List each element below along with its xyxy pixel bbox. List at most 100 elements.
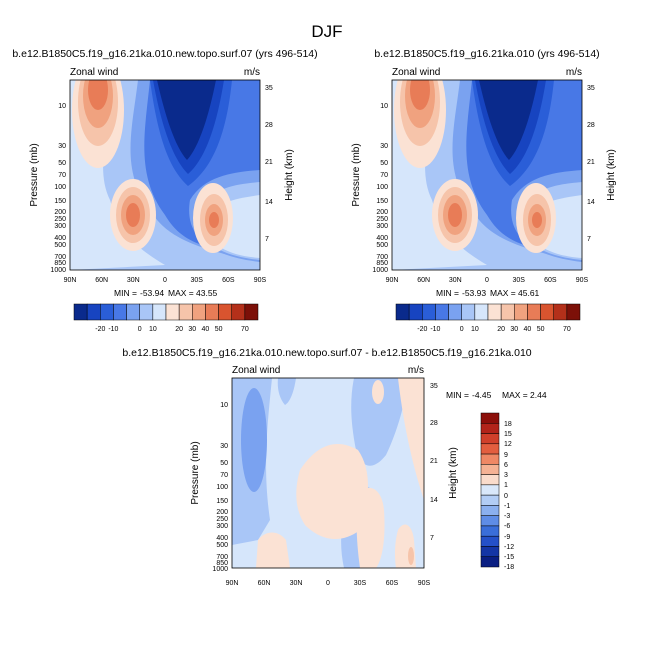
colorbar-swatch: [395, 303, 410, 321]
colorbar-swatch: [480, 453, 500, 465]
height-tick-label: 28: [587, 122, 595, 129]
colorbar-label: 50: [215, 326, 223, 333]
colorbar-label: 50: [537, 326, 545, 333]
max-value: 43.55: [196, 288, 218, 298]
panel-3-frame: [231, 377, 425, 569]
colorbar-swatch: [448, 303, 462, 321]
y-tick-label: 30: [220, 443, 228, 450]
colorbar-label: 6: [504, 462, 508, 469]
y-tick-label: 300: [216, 523, 228, 530]
colorbar-swatch: [480, 412, 500, 424]
colorbar-swatch: [422, 303, 436, 321]
colorbar-swatch: [480, 494, 500, 506]
y-tick-label: 30: [380, 143, 388, 150]
panel-2-colorbar: -20 -10 0 10 20 30 40 50 70: [395, 303, 581, 333]
colorbar-label: 20: [175, 326, 183, 333]
colorbar-swatch: [231, 303, 246, 321]
jet-south-tropo-4: [532, 212, 542, 228]
panel-3: b.e12.B1850C5.f19_g16.21ka.010.new.topo.…: [122, 347, 546, 587]
x-tick-label: 30N: [449, 277, 462, 284]
min-value: -53.94: [140, 288, 164, 298]
jet-north-tropo-4: [448, 203, 462, 227]
y-tick-label: 700: [216, 554, 228, 561]
panel-2-title: b.e12.B1850C5.f19_g16.21ka.010 (yrs 496-…: [374, 48, 599, 60]
y-tick-label: 850: [216, 560, 228, 567]
panel-3-x-axis: 90N 60N 30N 0 30S 60S 90S: [226, 580, 431, 587]
panel-1-pressure-axis: 10 30 50 70 100 150 200 250 300 400 500 …: [50, 103, 66, 274]
y-tick-label: 850: [54, 260, 66, 267]
colorbar-swatch: [474, 303, 489, 321]
panel-2: b.e12.B1850C5.f19_g16.21ka.010 (yrs 496-…: [351, 48, 617, 333]
panel-1-units: m/s: [244, 67, 260, 78]
y-tick-label: 50: [380, 160, 388, 167]
x-tick-label: 0: [163, 277, 167, 284]
y-tick-label: 700: [376, 254, 388, 261]
y-tick-label: 70: [58, 172, 66, 179]
height-tick-label: 21: [265, 159, 273, 166]
panel-1-x-axis: 90N 60N 30N 0 30S 60S 90S: [64, 277, 267, 284]
colorbar-swatch: [514, 303, 528, 321]
x-tick-label: 90N: [226, 580, 239, 587]
colorbar-label: -20: [95, 326, 105, 333]
colorbar-swatch: [178, 303, 193, 321]
colorbar-label: 70: [241, 326, 249, 333]
colorbar-label: 9: [504, 452, 508, 459]
colorbar-swatch: [480, 546, 500, 557]
panel-1-contour-field: [70, 80, 260, 270]
colorbar-swatch: [435, 303, 449, 321]
colorbar-swatch: [113, 303, 127, 321]
colorbar-swatch: [480, 556, 500, 568]
x-tick-label: 60S: [222, 277, 235, 284]
y-tick-label: 250: [216, 516, 228, 523]
colorbar-swatch: [500, 303, 515, 321]
colorbar-label: 18: [504, 421, 512, 428]
height-tick-label: 21: [587, 159, 595, 166]
colorbar-label: -18: [504, 564, 514, 571]
x-tick-label: 90N: [64, 277, 77, 284]
colorbar-label: 1: [504, 482, 508, 489]
x-tick-label: 90S: [418, 580, 431, 587]
height-tick-label: 35: [587, 85, 595, 92]
y-tick-label: 400: [376, 235, 388, 242]
strengthening-region-lower-north: [256, 532, 290, 568]
colorbar-swatch: [487, 303, 502, 321]
y-tick-label: 200: [216, 509, 228, 516]
min-label: MIN =: [114, 288, 137, 298]
y-tick-label: 300: [54, 223, 66, 230]
y-tick-label: 150: [216, 498, 228, 505]
strengthening-core-surface: [408, 547, 414, 565]
colorbar-label: 10: [471, 326, 479, 333]
x-tick-label: 30N: [290, 580, 303, 587]
x-tick-label: 0: [326, 580, 330, 587]
y-tick-label: 150: [376, 198, 388, 205]
colorbar-swatch: [480, 474, 500, 486]
colorbar-label: 15: [504, 431, 512, 438]
colorbar-swatch: [553, 303, 568, 321]
colorbar-swatch: [86, 303, 101, 321]
max-value: 45.61: [518, 288, 540, 298]
colorbar-label: 40: [202, 326, 210, 333]
strengthening-region-midlat: [356, 487, 385, 568]
panel-3-contour-field: [232, 378, 424, 568]
x-tick-label: 60S: [544, 277, 557, 284]
colorbar-swatch: [205, 303, 219, 321]
y-tick-label: 10: [58, 103, 66, 110]
colorbar-label: -1: [504, 503, 510, 510]
panel-2-ylabel-right: Height (km): [606, 149, 617, 201]
x-tick-label: 90S: [576, 277, 589, 284]
colorbar-label: 30: [510, 326, 518, 333]
y-tick-label: 100: [216, 484, 228, 491]
colorbar-label: -6: [504, 523, 510, 530]
colorbar-label: 0: [504, 493, 508, 500]
max-value: 2.44: [530, 390, 547, 400]
colorbar-swatch: [244, 303, 259, 321]
y-tick-label: 50: [220, 460, 228, 467]
panel-1-minmax: MIN = -53.94 MAX = 43.55: [114, 288, 218, 298]
panel-2-height-axis: 35 28 21 14 7: [587, 85, 595, 243]
panel-2-ylabel: Pressure (mb): [351, 143, 362, 206]
colorbar-swatch: [480, 423, 500, 434]
panel-1-height-axis: 35 28 21 14 7: [265, 85, 273, 243]
strengthening-spot-upper: [372, 380, 384, 404]
x-tick-label: 60N: [258, 580, 271, 587]
y-tick-label: 500: [54, 242, 66, 249]
